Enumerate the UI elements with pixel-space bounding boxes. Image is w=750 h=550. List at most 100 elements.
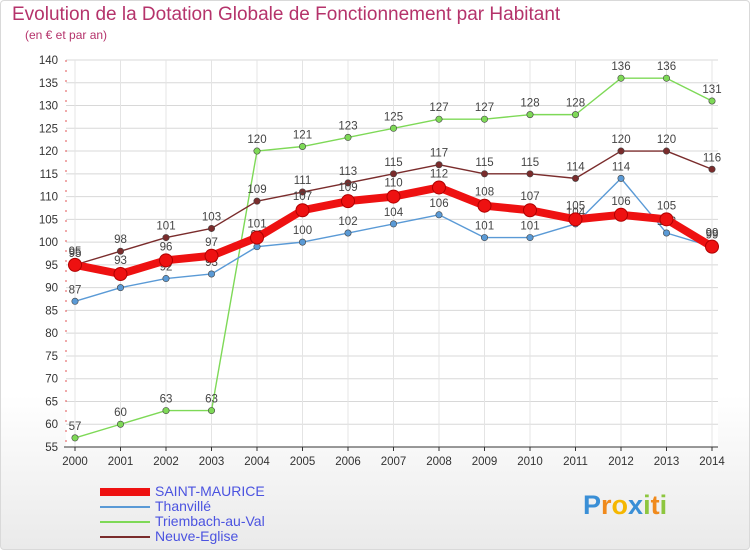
data-label: 105 (566, 200, 585, 212)
data-label: 127 (429, 102, 448, 114)
y-tick-label: 115 (40, 169, 58, 181)
data-point (480, 234, 488, 242)
data-point (208, 407, 216, 415)
data-point (477, 198, 492, 213)
data-point (659, 212, 674, 227)
logo-letter: o (611, 490, 629, 520)
plot-area (66, 60, 718, 447)
data-label: 105 (657, 200, 676, 212)
logo-letter: P (583, 490, 602, 520)
data-label: 116 (703, 152, 721, 164)
legend-label: Neuve-Eglise (155, 528, 239, 544)
legend-swatch (100, 521, 150, 523)
data-label: 102 (338, 216, 357, 228)
x-tick-label: 2011 (563, 456, 588, 468)
y-tick-label: 125 (39, 123, 58, 135)
data-point (71, 434, 79, 442)
data-point (526, 234, 534, 242)
x-tick-label: 2003 (199, 456, 225, 468)
data-point (708, 97, 716, 105)
chart-subtitle: (en € et par an) (25, 28, 108, 42)
data-label: 123 (338, 120, 357, 132)
data-label: 107 (293, 191, 312, 203)
line-chart: 55 60 65 70 75 80 85 90 95 100 105 110 115 120 125 130 1… (39, 55, 726, 468)
data-point (344, 133, 352, 141)
data-label: 57 (69, 421, 82, 433)
data-label: 96 (160, 241, 173, 253)
data-label: 63 (205, 394, 218, 406)
y-tick-label: 90 (45, 283, 58, 295)
data-point (162, 407, 170, 415)
chart-title: Evolution de la Dotation Globale de Fonc… (12, 4, 561, 25)
data-point (708, 165, 716, 173)
data-point (117, 420, 125, 428)
data-point (295, 203, 310, 218)
data-label: 103 (202, 211, 221, 223)
data-label: 100 (293, 225, 312, 237)
data-label: 127 (475, 102, 494, 114)
legend-label: SAINT-MAURICE (155, 483, 265, 499)
data-label: 93 (114, 255, 127, 267)
data-point (117, 247, 125, 255)
data-label: 95 (69, 246, 82, 258)
logo-letter: r (601, 490, 612, 520)
legend: SAINT-MAURICE Thanvillé Triembach-au-Val… (100, 484, 400, 544)
legend-label: Triembach-au-Val (155, 513, 265, 529)
legend-item-saint-maurice: SAINT-MAURICE (100, 484, 400, 499)
y-tick-label: 60 (45, 419, 58, 431)
y-tick-label: 120 (39, 146, 58, 158)
data-point (617, 74, 625, 82)
data-point (162, 234, 170, 242)
data-point (71, 297, 79, 305)
data-label: 125 (384, 111, 403, 123)
data-label: 117 (430, 148, 448, 160)
data-point (705, 239, 719, 254)
y-tick-label: 130 (39, 101, 58, 113)
data-label: 120 (657, 134, 676, 146)
y-tick-label: 95 (45, 260, 58, 272)
data-point (526, 170, 534, 178)
x-tick-label: 2008 (426, 456, 452, 468)
data-label: 115 (384, 157, 402, 169)
data-point (568, 212, 583, 227)
data-point (208, 224, 216, 232)
data-label: 120 (247, 134, 266, 146)
data-point (526, 111, 534, 119)
data-point (117, 284, 125, 292)
x-tick-label: 2006 (335, 456, 361, 468)
y-tick-label: 65 (45, 396, 58, 408)
data-label: 109 (338, 182, 357, 194)
data-point (341, 194, 355, 209)
data-point (159, 253, 173, 268)
data-point (298, 238, 306, 246)
series-neuve-eglise: 95 98 101 103 109 111 113 115 117 115 115 114 120 120… (69, 134, 721, 269)
data-label: 136 (611, 61, 630, 73)
data-point (389, 170, 397, 178)
data-label: 63 (160, 394, 173, 406)
x-tick-label: 2005 (290, 456, 316, 468)
logo-letter: t (650, 490, 660, 520)
data-point (662, 74, 670, 82)
data-label: 131 (702, 84, 721, 96)
data-label: 113 (339, 166, 357, 178)
data-label: 98 (114, 234, 127, 246)
data-point (662, 147, 670, 155)
y-tick-label: 105 (39, 214, 58, 226)
data-label: 87 (69, 284, 82, 296)
data-point (435, 161, 443, 169)
data-label: 121 (293, 130, 312, 142)
legend-item-triembach: Triembach-au-Val (100, 514, 400, 529)
y-tick-label: 75 (45, 351, 58, 363)
data-label: 120 (611, 134, 630, 146)
data-point (571, 111, 579, 119)
data-label: 109 (247, 184, 266, 196)
data-point (614, 207, 628, 222)
x-tick-label: 2002 (153, 456, 179, 468)
data-label: 97 (205, 237, 218, 249)
data-point (662, 229, 670, 237)
data-label: 115 (475, 157, 493, 169)
logo-letter: x (628, 490, 644, 520)
data-label: 101 (475, 221, 494, 233)
data-label: 111 (294, 175, 311, 187)
data-label: 128 (520, 98, 539, 110)
